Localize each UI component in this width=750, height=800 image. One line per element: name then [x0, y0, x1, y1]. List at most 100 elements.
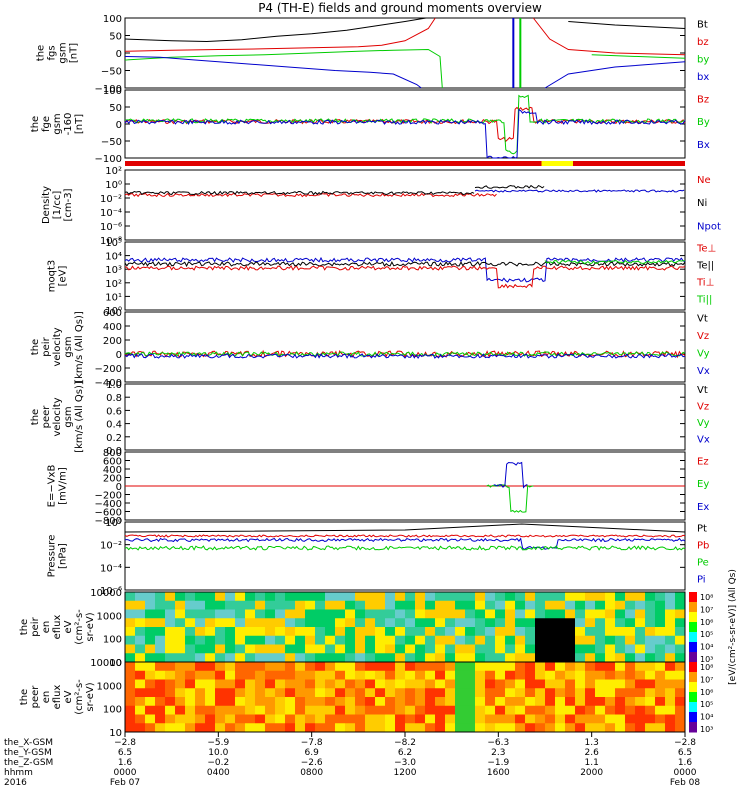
spectrogram-cell [325, 714, 336, 724]
spectrogram-cell [275, 653, 286, 663]
spectrogram-cell [635, 705, 646, 715]
colorbar-tick: 10⁴ [700, 713, 713, 722]
panel-3: Ne Ni Npot Density [1/cc] [cm-3] 10² 10⁰ 10⁻² 10⁻… [41, 166, 721, 247]
spectrogram-cell [195, 592, 206, 602]
spectrogram-cell [275, 627, 286, 637]
spectrogram-cell [515, 653, 526, 663]
spectrogram-cell [275, 679, 286, 689]
legend-Bz: Bz [697, 94, 709, 105]
spectrogram-cell [435, 627, 446, 637]
legend-Ni: Ni [697, 198, 707, 209]
xaxis-tick-value: 2000 [580, 768, 603, 778]
spectrogram-cell [345, 609, 356, 619]
spectrogram-cell [575, 705, 586, 715]
spectrogram-cell [135, 662, 146, 672]
spectrogram-cell [215, 618, 226, 628]
spectrogram-cell [275, 644, 286, 654]
spectrogram-cell [405, 592, 416, 602]
spectrogram-cell [485, 714, 496, 724]
spectrogram-cell [575, 618, 586, 628]
spectrogram-cell [245, 662, 256, 672]
spectrogram-cell [365, 705, 376, 715]
spectrogram-cell [345, 627, 356, 637]
legend-Vx: Vx [697, 435, 710, 446]
spectrogram-cell [455, 592, 466, 602]
spectrogram-cell [525, 653, 536, 663]
spectrogram-cell [415, 688, 426, 698]
spectrogram-cell [675, 618, 686, 628]
spectrogram-cell [305, 714, 316, 724]
spectrogram-cell [585, 688, 596, 698]
spectrogram-cell [475, 644, 486, 654]
series-Ti-perp [124, 265, 686, 289]
spectrogram-cell [165, 688, 176, 698]
spectrogram-cell [245, 679, 256, 689]
xaxis-tick-value: −0.2 [207, 758, 229, 768]
spectrogram-cell [625, 688, 636, 698]
spectrogram-cell [345, 600, 356, 610]
legend-bz: bz [697, 37, 709, 48]
spectrogram-cell [475, 714, 486, 724]
spectrogram-cell [525, 697, 536, 707]
y-tick-label: 0.6 [106, 406, 122, 417]
spectrogram-cell [155, 644, 166, 654]
spectrogram-cell [625, 618, 636, 628]
spectrogram-cell [545, 662, 556, 672]
spectrogram-cell [175, 697, 186, 707]
spectrogram-cell [495, 688, 506, 698]
spectrogram-cell [475, 670, 486, 680]
spectrogram-cell [605, 644, 616, 654]
spectrogram-cell [135, 644, 146, 654]
spectrogram-cell [135, 679, 146, 689]
series-Pb [124, 534, 686, 538]
spectrogram-cell [595, 618, 606, 628]
spectrogram-cell [435, 653, 446, 663]
xaxis-tick-value: −3.0 [394, 758, 416, 768]
spectrogram-cell [305, 609, 316, 619]
spectrogram-cell [645, 635, 656, 645]
spectrogram-cell [345, 670, 356, 680]
spectrogram-cell [605, 670, 616, 680]
spectrogram-cell [525, 705, 536, 715]
y-tick-label: −100 [95, 84, 122, 95]
spectrogram-cell [195, 705, 206, 715]
spectrogram-cell [185, 618, 196, 628]
spectrogram-cell [235, 688, 246, 698]
spectrogram-cell [605, 688, 616, 698]
spectrogram-cell [285, 688, 296, 698]
spectrogram-cell [375, 653, 386, 663]
spectrogram-cell [585, 627, 596, 637]
spectrogram-cell [235, 644, 246, 654]
spectrogram-cell [575, 688, 586, 698]
spectrogram-cell [375, 600, 386, 610]
spectrogram-cell [675, 609, 686, 619]
spectrogram-cell [565, 697, 576, 707]
spectrogram-cell [275, 688, 286, 698]
y-tick-label: −200 [95, 364, 122, 375]
series-Ni [124, 190, 475, 196]
y-tick-label: 10⁰ [105, 180, 122, 191]
spectrogram-cell [215, 679, 226, 689]
spectrogram-cell [455, 635, 466, 645]
y-tick-label: 10⁻⁶ [100, 222, 122, 233]
spectrogram-cell [625, 697, 636, 707]
colorbar-tick: 10⁶ [700, 688, 713, 697]
spectrogram-cell [665, 609, 676, 619]
spectrogram-cell [595, 627, 606, 637]
panel-ylabel: sr-eV) [85, 682, 96, 711]
legend-Ey: Ey [697, 479, 709, 490]
legend-Ex: Ex [697, 502, 709, 513]
spectrogram-cell [465, 627, 476, 637]
spectrogram-cell [355, 670, 366, 680]
spectrogram-cell [495, 662, 506, 672]
spectrogram-cell [295, 635, 306, 645]
spectrogram-cell [295, 609, 306, 619]
spectrogram-cell [435, 662, 446, 672]
spectrogram-cell [175, 679, 186, 689]
spectrogram-cell [415, 609, 426, 619]
y-tick-label: 10⁻⁴ [100, 563, 122, 574]
series-Ti-par [544, 259, 686, 265]
spectrogram-cell [645, 600, 656, 610]
spectrogram-cell [435, 618, 446, 628]
series-by-tail [591, 54, 686, 59]
